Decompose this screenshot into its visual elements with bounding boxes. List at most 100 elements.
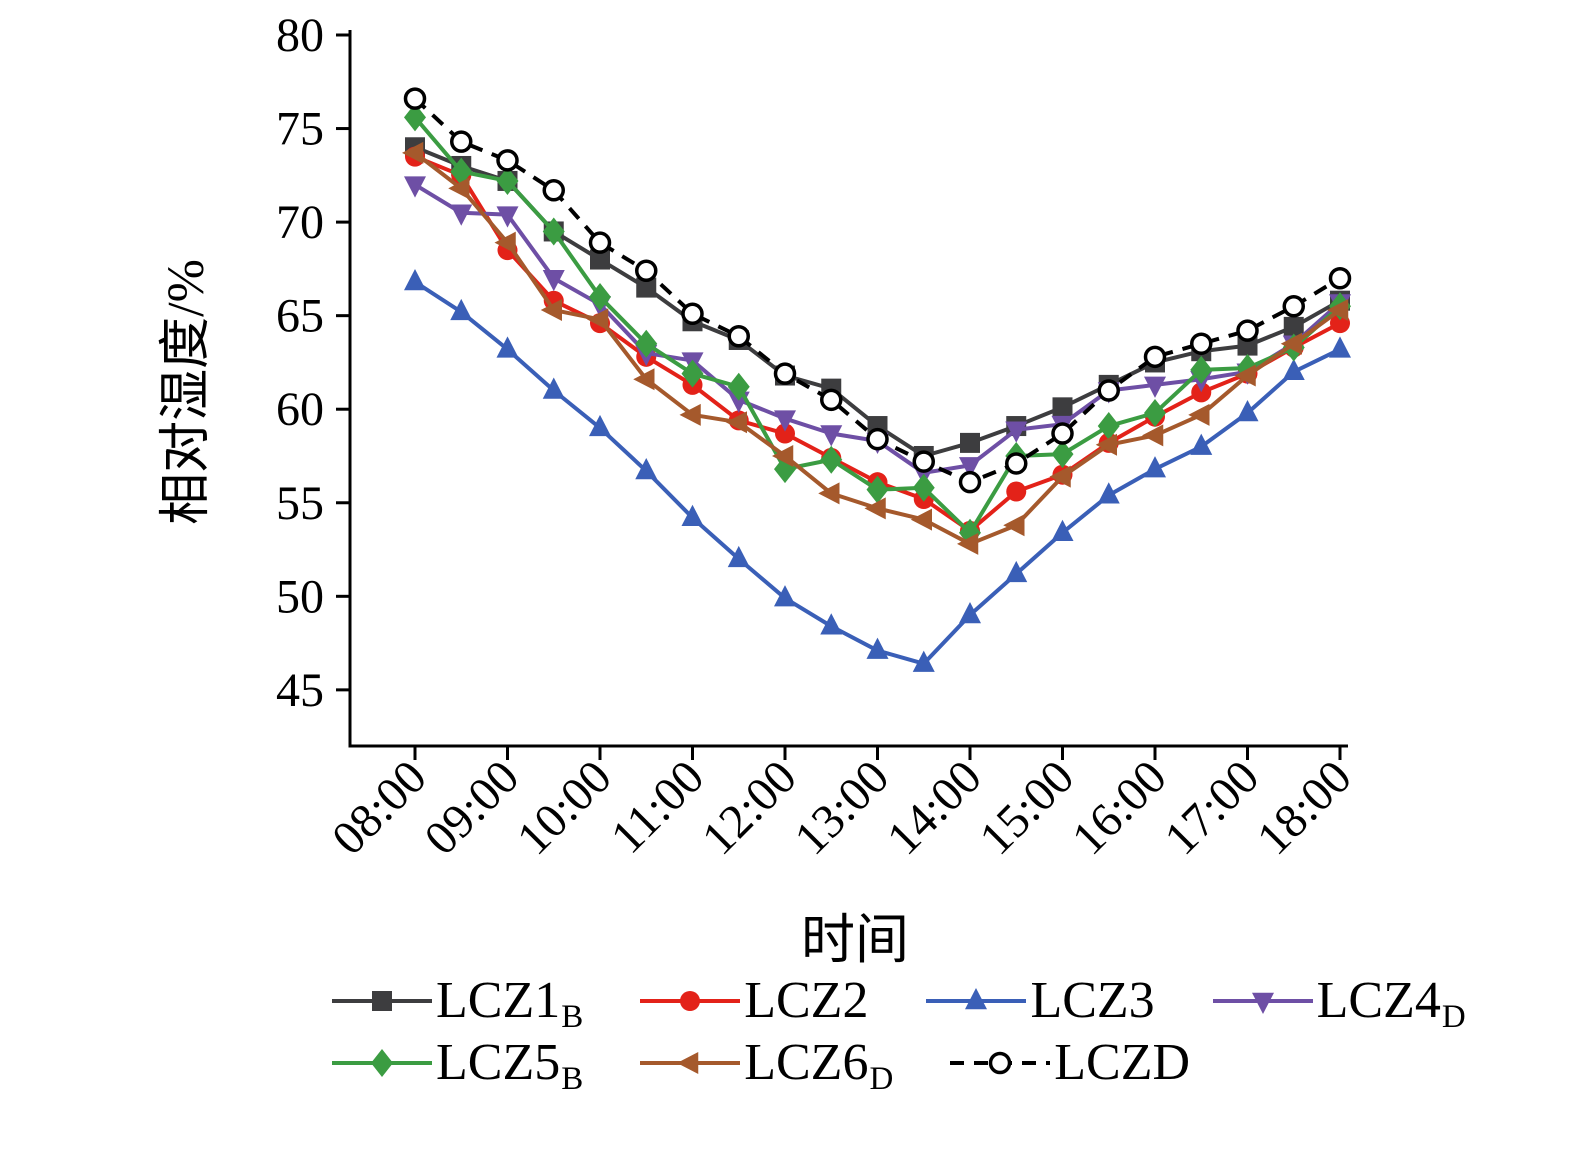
legend-item-lcz5b: LCZ5B bbox=[330, 1034, 583, 1096]
chart-legend: LCZ1B LCZ2 LCZ3 LCZ4D LCZ5B LCZ6D LCZD bbox=[330, 972, 1510, 1096]
legend-label-main: LCZ5 bbox=[436, 1034, 561, 1091]
marker-circle-open bbox=[1051, 422, 1074, 445]
marker-triangle-up bbox=[1005, 560, 1028, 583]
marker-triangle-down bbox=[1251, 992, 1274, 1014]
legend-label-main: LCZ4 bbox=[1316, 972, 1441, 1029]
marker-triangle-up bbox=[635, 457, 658, 480]
marker-circle-open bbox=[1005, 452, 1028, 475]
legend-label-main: LCZ2 bbox=[744, 972, 869, 1029]
legend-item-lcz3: LCZ3 bbox=[924, 975, 1155, 1027]
marker-triangle-left bbox=[910, 508, 932, 531]
legend-row: LCZ1B LCZ2 LCZ3 LCZ4D bbox=[330, 972, 1510, 1034]
legend-label-main: LCZ3 bbox=[1030, 972, 1155, 1029]
series-lcz5b bbox=[404, 103, 1351, 547]
legend-label-main: LCZ1 bbox=[436, 972, 561, 1029]
marker-square bbox=[372, 991, 392, 1011]
marker-triangle-up bbox=[404, 268, 426, 291]
line-chart-canvas: 45 50 55 60 65 70 75 80 08:0009:0010:0011:0012:0… bbox=[158, 9, 1362, 970]
legend-item-lcz4d: LCZ4D bbox=[1211, 972, 1466, 1034]
marker-diamond bbox=[1051, 440, 1074, 469]
marker-triangle-down bbox=[404, 176, 426, 198]
marker-circle-open bbox=[1143, 345, 1167, 369]
series-layer bbox=[402, 87, 1352, 672]
marker-triangle-left bbox=[725, 411, 747, 434]
marker-triangle-left bbox=[1280, 332, 1302, 355]
marker-triangle-left bbox=[772, 444, 794, 467]
marker-circle-open bbox=[1097, 379, 1120, 402]
marker-triangle-left bbox=[1188, 403, 1210, 426]
marker-circle-open bbox=[635, 259, 658, 283]
x-tick-label: 12:00 bbox=[692, 750, 807, 865]
marker-circle-open bbox=[820, 388, 843, 412]
legend-swatch-diamond bbox=[332, 1049, 432, 1077]
marker-diamond bbox=[1144, 398, 1166, 427]
marker-circle-open bbox=[681, 302, 704, 326]
marker-triangle-left bbox=[1234, 364, 1256, 387]
legend-item-lcz6d: LCZ6D bbox=[638, 1037, 893, 1096]
y-tick-label: 45 bbox=[276, 664, 324, 717]
legend-row: LCZ5B LCZ6D LCZD bbox=[330, 1034, 1510, 1096]
marker-circle-open bbox=[496, 149, 519, 172]
legend-label: LCZ4D bbox=[1316, 972, 1466, 1034]
marker-triangle-left bbox=[540, 299, 562, 322]
marker-diamond bbox=[1097, 412, 1120, 441]
x-tick-label: 16:00 bbox=[1062, 750, 1177, 865]
x-tick-label: 17:00 bbox=[1154, 750, 1269, 865]
marker-circle bbox=[1006, 481, 1027, 502]
x-tick-label: 10:00 bbox=[507, 750, 622, 865]
marker-triangle-left bbox=[864, 497, 886, 520]
legend-label-main: LCZD bbox=[1054, 1034, 1191, 1091]
marker-triangle-up bbox=[1190, 433, 1213, 455]
legend-item-lcz2: LCZ2 bbox=[638, 975, 868, 1027]
marker-square bbox=[590, 249, 610, 270]
marker-triangle-up bbox=[1236, 399, 1259, 422]
x-tick-label: 11:00 bbox=[601, 750, 715, 864]
marker-circle-open bbox=[727, 324, 750, 348]
marker-circle bbox=[680, 991, 701, 1011]
marker-diamond bbox=[866, 475, 889, 504]
marker-triangle-down bbox=[774, 410, 796, 432]
marker-circle-open bbox=[912, 450, 935, 473]
y-axis-title: 相对湿度/% bbox=[158, 259, 215, 525]
y-tick-label: 50 bbox=[276, 570, 324, 623]
y-tick-label: 65 bbox=[276, 290, 324, 343]
marker-circle-open bbox=[1190, 332, 1213, 355]
marker-square bbox=[636, 277, 657, 298]
series-lcz6d bbox=[402, 141, 1349, 555]
marker-triangle-left bbox=[1095, 433, 1117, 456]
marker-circle-open bbox=[773, 362, 797, 385]
y-tick-label: 75 bbox=[276, 103, 324, 156]
marker-triangle-left bbox=[402, 141, 424, 164]
marker-circle-open bbox=[542, 179, 565, 202]
marker-triangle-up bbox=[912, 650, 935, 672]
marker-triangle-left bbox=[1049, 465, 1071, 488]
marker-diamond bbox=[912, 473, 935, 502]
marker-triangle-up bbox=[727, 545, 750, 568]
x-tick-label: 18:00 bbox=[1247, 750, 1362, 865]
marker-triangle-up bbox=[959, 602, 981, 624]
marker-triangle-up bbox=[589, 414, 611, 437]
marker-triangle-up bbox=[1282, 358, 1305, 381]
y-tick-label: 80 bbox=[276, 9, 324, 62]
series-lczd bbox=[403, 87, 1352, 494]
legend-item-lcz1b: LCZ1B bbox=[330, 972, 583, 1034]
marker-triangle-up bbox=[1051, 519, 1074, 541]
marker-square bbox=[1283, 316, 1304, 337]
legend-label: LCZ6D bbox=[744, 1037, 893, 1096]
legend-label: LCZ3 bbox=[1030, 975, 1154, 1027]
x-tick-label: 09:00 bbox=[414, 750, 529, 865]
marker-triangle-left bbox=[1003, 514, 1025, 537]
marker-triangle-left bbox=[818, 482, 840, 505]
marker-diamond bbox=[404, 103, 426, 132]
marker-triangle-left bbox=[1142, 424, 1164, 447]
marker-diamond bbox=[542, 217, 565, 246]
legend-label-sub: D bbox=[1441, 999, 1466, 1035]
y-tick-label: 60 bbox=[276, 383, 324, 436]
marker-triangle-up bbox=[965, 988, 988, 1010]
y-tick-label: 55 bbox=[276, 477, 324, 530]
marker-diamond bbox=[450, 157, 473, 186]
legend-item-lczd: LCZD bbox=[948, 1037, 1190, 1089]
legend-label: LCZ1B bbox=[436, 972, 583, 1034]
legend-label-sub: B bbox=[561, 1061, 584, 1097]
